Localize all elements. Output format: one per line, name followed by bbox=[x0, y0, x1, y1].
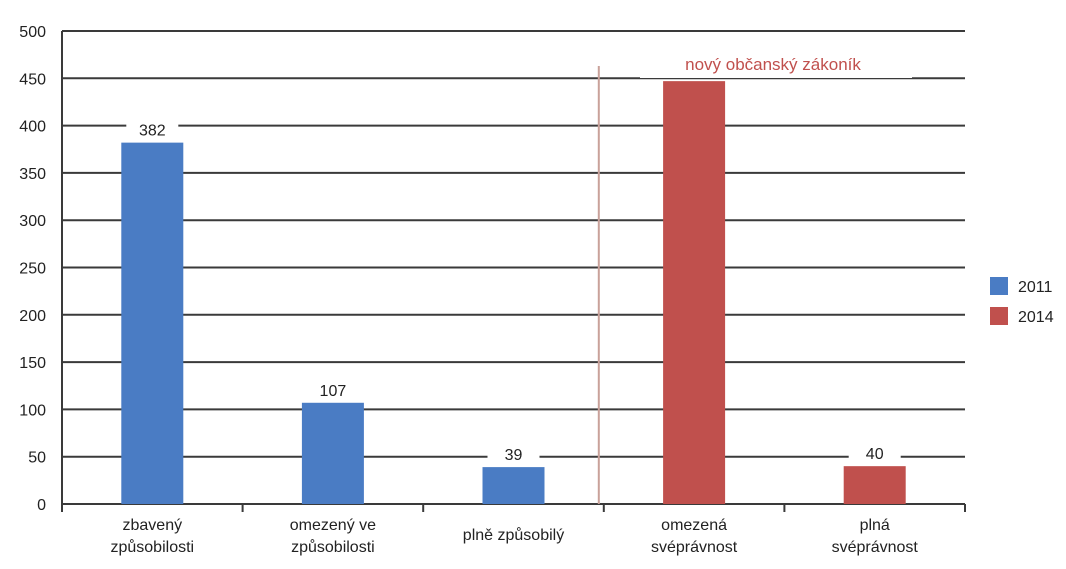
y-tick-label: 50 bbox=[28, 450, 46, 467]
y-tick-label: 100 bbox=[19, 402, 46, 419]
bar-2011 bbox=[482, 467, 545, 504]
data-label: 382 bbox=[139, 123, 166, 140]
bar-2014 bbox=[843, 466, 906, 504]
legend: 2011 2014 bbox=[990, 277, 1054, 326]
x-tick-label: omezená svéprávnost bbox=[651, 517, 738, 556]
y-tick-label: 400 bbox=[19, 119, 46, 136]
y-tick-label: 300 bbox=[19, 213, 46, 230]
annotation: nový občanský zákoník bbox=[597, 48, 912, 504]
bar-2011 bbox=[121, 142, 184, 505]
y-tick-label: 500 bbox=[19, 24, 46, 41]
data-label-bg bbox=[487, 443, 540, 466]
y-tick-label: 200 bbox=[19, 308, 46, 325]
data-label: 107 bbox=[320, 383, 347, 400]
y-tick-label: 250 bbox=[19, 261, 46, 278]
x-axis: zbavený způsobilosti omezený ve způsobilost… bbox=[61, 504, 966, 556]
annotation-text: nový občanský zákoník bbox=[685, 55, 861, 74]
data-label-bg bbox=[306, 378, 359, 401]
data-label: 39 bbox=[505, 447, 523, 464]
data-label-bg bbox=[848, 442, 901, 465]
data-labels: 382 107 39 40 bbox=[126, 118, 901, 466]
legend-label: 2014 bbox=[1018, 309, 1054, 326]
legend-label: 2011 bbox=[1018, 279, 1053, 296]
legend-swatch bbox=[990, 277, 1008, 295]
annotation-bg bbox=[640, 48, 912, 78]
data-label-bg bbox=[126, 118, 179, 141]
x-tick-label: zbavený způsobilosti bbox=[110, 517, 194, 556]
y-tick-label: 0 bbox=[37, 497, 46, 514]
y-tick-label: 450 bbox=[19, 71, 46, 88]
bar-2014 bbox=[663, 81, 726, 504]
legend-swatch bbox=[990, 307, 1008, 325]
y-tick-label: 150 bbox=[19, 355, 46, 372]
x-tick-label: omezený ve způsobilosti bbox=[290, 517, 376, 556]
bar-2011 bbox=[301, 402, 364, 504]
gridlines bbox=[62, 30, 965, 505]
data-label: 40 bbox=[866, 446, 884, 463]
x-tick-label: plná svéprávnost bbox=[832, 517, 919, 556]
y-tick-label: 350 bbox=[19, 166, 46, 183]
bars bbox=[121, 81, 906, 505]
x-tick-label: plně způsobilý bbox=[463, 526, 564, 544]
y-axis: 0 50 100 150 200 250 300 350 400 450 500 bbox=[19, 24, 63, 514]
